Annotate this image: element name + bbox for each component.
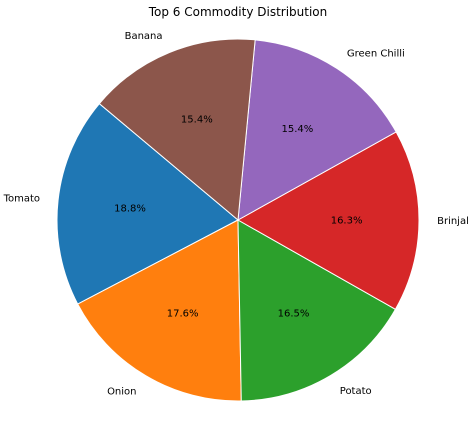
pct-label: 17.6% [167, 308, 199, 319]
slice-banana [98, 38, 256, 221]
category-label: Brinjal [437, 216, 469, 227]
pct-label: 15.4% [181, 115, 213, 126]
pct-label: 16.5% [278, 308, 310, 319]
pct-label: 18.8% [114, 203, 146, 214]
slice-onion [77, 219, 242, 402]
slice-tomato [56, 102, 239, 305]
chart-title: Top 6 Commodity Distribution [148, 5, 328, 19]
pie-labels: 18.8% Tomato 17.6% Onion 16.5% Potato 16.3% Bri… [3, 31, 469, 398]
pct-label: 16.3% [331, 215, 363, 226]
pct-label: 15.4% [282, 124, 314, 135]
pie-slices [56, 38, 420, 402]
category-label: Onion [107, 386, 136, 397]
category-label: Banana [125, 31, 163, 42]
category-label: Potato [340, 386, 372, 397]
slice-potato [237, 219, 397, 402]
category-label: Tomato [3, 194, 40, 205]
slice-green-chilli [237, 39, 397, 221]
slice-brinjal [236, 131, 420, 310]
category-label: Green Chilli [347, 48, 405, 59]
